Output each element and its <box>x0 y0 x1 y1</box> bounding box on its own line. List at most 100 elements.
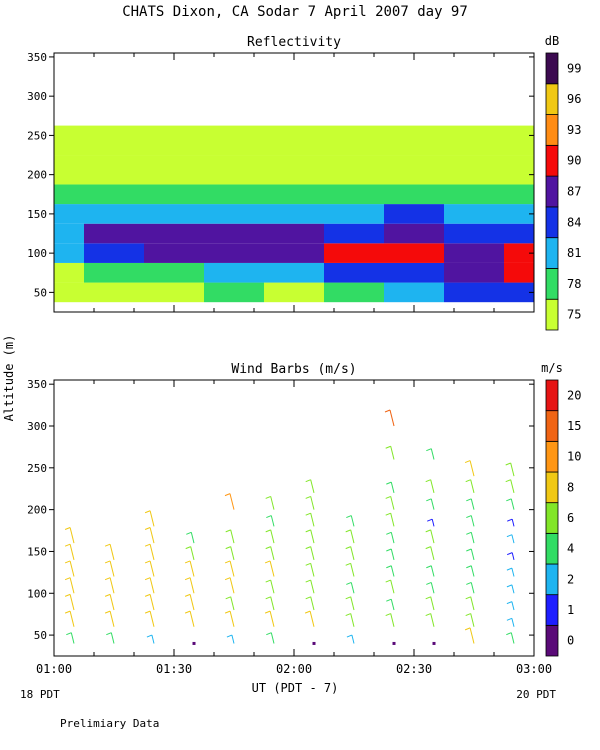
reflectivity-cell <box>444 125 504 156</box>
wind-barb-flag <box>305 546 311 550</box>
reflectivity-cell <box>84 282 144 303</box>
wind-barb-flag <box>265 529 271 533</box>
wind-colorbar-swatch <box>545 502 559 534</box>
wind-barb-staff <box>230 596 235 611</box>
reflectivity-colorbar-label: 81 <box>567 246 581 260</box>
reflectivity-cell <box>204 155 264 185</box>
wind-barb-flag <box>305 596 311 600</box>
wind-barb-flag <box>427 518 433 522</box>
wind-barb-staff <box>109 577 115 594</box>
wind-y-tick-label: 250 <box>27 462 47 475</box>
wind-barb-flag <box>264 560 271 564</box>
wind-barb-staff <box>510 462 515 477</box>
reflectivity-cell <box>84 204 144 224</box>
wind-barb-staff <box>389 409 395 427</box>
wind-barb-staff <box>511 601 515 611</box>
wind-barb-staff <box>69 594 75 611</box>
reflectivity-cell <box>444 262 504 283</box>
wind-barb-flag <box>266 515 272 519</box>
wind-barb-flag <box>425 479 431 483</box>
reflectivity-cell <box>84 155 144 185</box>
reflectivity-cell <box>324 223 384 244</box>
wind-barb-staff <box>470 613 475 627</box>
wind-barb-flag <box>184 577 191 581</box>
wind-colorbar-swatch <box>545 440 559 473</box>
reflectivity-cell <box>204 125 264 156</box>
wind-barb-flag <box>266 632 272 636</box>
wind-barb-staff <box>109 594 115 611</box>
wind-barb-staff <box>350 582 355 594</box>
wind-barb-flag <box>384 409 391 413</box>
reflectivity-cell <box>144 204 204 224</box>
wind-x-tick-label: 02:00 <box>276 662 312 676</box>
x-right-note: 20 PDT <box>516 688 556 701</box>
wind-y-tick-label: 300 <box>27 420 47 433</box>
wind-barb-flag <box>106 632 112 636</box>
reflectivity-y-tick-label: 200 <box>27 169 47 182</box>
reflectivity-cell <box>144 125 204 156</box>
y-axis-label: Altitude (m) <box>2 335 16 422</box>
reflectivity-cell <box>504 243 534 263</box>
wind-x-tick-label: 01:30 <box>156 662 192 676</box>
wind-barb-staff <box>470 479 475 494</box>
wind-barb-flag <box>305 529 311 533</box>
wind-barb-flag <box>144 527 151 530</box>
wind-barb-staff <box>70 632 75 644</box>
reflectivity-colorbar-label: 84 <box>567 215 581 229</box>
wind-colorbar-label: 10 <box>567 450 581 464</box>
wind-barb-staff <box>430 529 435 544</box>
reflectivity-y-tick-label: 150 <box>27 208 47 221</box>
reflectivity-colorbar-label: 90 <box>567 154 581 168</box>
wind-colorbar-label: 4 <box>567 542 574 556</box>
reflectivity-cell <box>324 243 384 263</box>
wind-barb-flag <box>506 632 512 636</box>
wind-barb-flag <box>224 577 231 581</box>
wind-barb-flag <box>104 560 111 564</box>
wind-barb-staff <box>270 632 275 644</box>
wind-barb-flag <box>304 610 311 614</box>
wind-barb-flag <box>386 481 392 485</box>
wind-colorbar-label: 15 <box>567 419 581 433</box>
wind-barb-staff <box>431 519 435 527</box>
reflectivity-colorbar-label: 93 <box>567 123 581 137</box>
wind-colorbar-swatch <box>545 471 559 504</box>
wind-barb-flag <box>305 579 311 583</box>
reflectivity-cell <box>264 184 324 205</box>
wind-barb-flag <box>144 593 151 597</box>
wind-barb-staff <box>430 479 435 494</box>
reflectivity-cell <box>84 262 144 283</box>
reflectivity-cell <box>204 184 264 205</box>
reflectivity-cell <box>264 282 324 303</box>
reflectivity-cell <box>384 223 444 244</box>
wind-colorbar-label: 6 <box>567 511 574 525</box>
wind-barb-flag <box>346 582 352 585</box>
wind-barb-flag <box>345 596 351 600</box>
wind-barb-staff <box>149 510 155 527</box>
wind-barb-calm <box>432 641 436 645</box>
wind-colorbar-label: 2 <box>567 572 574 586</box>
reflectivity-colorbar-unit: dB <box>545 34 559 48</box>
wind-barb-flag <box>426 565 432 569</box>
wind-barb-staff <box>469 460 475 477</box>
wind-barb-flag <box>184 610 191 614</box>
wind-colorbar-label: 1 <box>567 603 574 617</box>
wind-barb-flag <box>265 596 271 600</box>
reflectivity-colorbar-label: 78 <box>567 277 581 291</box>
wind-barb-flag <box>305 512 311 516</box>
wind-colorbar-label: 8 <box>567 480 574 494</box>
reflectivity-cell <box>204 223 264 244</box>
reflectivity-cells <box>54 125 534 303</box>
wind-barb-staff <box>309 611 315 627</box>
wind-barb-staff <box>110 632 115 644</box>
wind-barb-staff <box>470 596 475 611</box>
wind-barb-flag <box>104 577 111 581</box>
wind-barb-staff <box>430 613 435 627</box>
wind-barb-flag <box>346 634 353 638</box>
reflectivity-cell <box>144 155 204 185</box>
wind-barb-staff <box>69 611 75 627</box>
wind-colorbar-swatch <box>545 410 559 442</box>
wind-barb-staff <box>430 582 435 594</box>
wind-barb-staff <box>189 594 195 611</box>
reflectivity-cell <box>144 262 204 283</box>
